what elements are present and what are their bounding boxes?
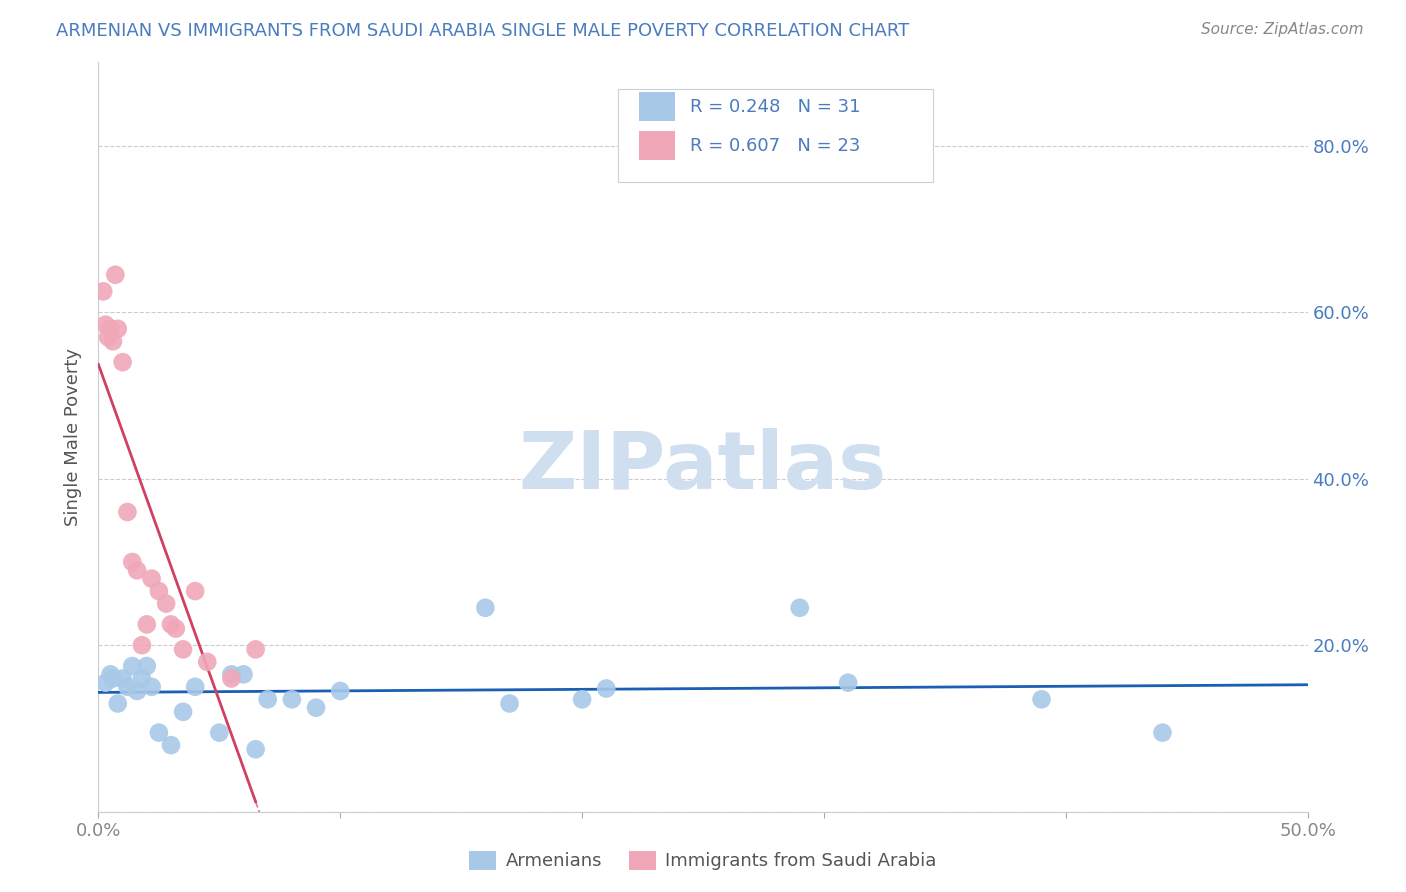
- Point: [172, 705, 194, 719]
- Point: [184, 584, 207, 599]
- Point: [221, 672, 243, 686]
- Point: [111, 355, 134, 369]
- Point: [117, 505, 139, 519]
- Point: [97, 330, 120, 344]
- Bar: [638, 131, 675, 160]
- Point: [94, 675, 117, 690]
- Point: [474, 600, 496, 615]
- Point: [101, 672, 124, 686]
- Point: [94, 318, 117, 332]
- Point: [127, 684, 149, 698]
- Point: [571, 692, 593, 706]
- Point: [245, 642, 267, 657]
- Point: [121, 659, 143, 673]
- Point: [498, 697, 520, 711]
- Point: [127, 563, 149, 577]
- Point: [329, 684, 352, 698]
- Point: [91, 285, 114, 299]
- Point: [232, 667, 254, 681]
- Point: [165, 622, 187, 636]
- Point: [221, 667, 243, 681]
- Point: [1152, 725, 1174, 739]
- Bar: [638, 93, 675, 121]
- Text: ZIPatlas: ZIPatlas: [519, 428, 887, 506]
- Point: [104, 268, 127, 282]
- Point: [837, 675, 859, 690]
- Point: [789, 600, 811, 615]
- Point: [281, 692, 304, 706]
- Point: [172, 642, 194, 657]
- Point: [121, 555, 143, 569]
- Point: [1031, 692, 1053, 706]
- Point: [141, 680, 163, 694]
- Legend: Armenians, Immigrants from Saudi Arabia: Armenians, Immigrants from Saudi Arabia: [463, 844, 943, 878]
- Point: [595, 681, 617, 696]
- Text: R = 0.248   N = 31: R = 0.248 N = 31: [690, 97, 860, 116]
- Text: R = 0.607   N = 23: R = 0.607 N = 23: [690, 136, 860, 154]
- Point: [100, 667, 122, 681]
- Y-axis label: Single Male Poverty: Single Male Poverty: [65, 348, 83, 526]
- Point: [195, 655, 218, 669]
- Point: [107, 322, 129, 336]
- Point: [148, 725, 170, 739]
- Point: [117, 680, 139, 694]
- Point: [245, 742, 267, 756]
- Point: [160, 617, 183, 632]
- FancyBboxPatch shape: [619, 88, 932, 182]
- Point: [155, 597, 177, 611]
- Point: [111, 672, 134, 686]
- Point: [135, 617, 157, 632]
- Point: [148, 584, 170, 599]
- Point: [131, 672, 153, 686]
- Point: [305, 700, 328, 714]
- Point: [208, 725, 231, 739]
- Point: [135, 659, 157, 673]
- Point: [160, 738, 183, 752]
- Point: [101, 334, 124, 349]
- Point: [100, 322, 122, 336]
- Text: ARMENIAN VS IMMIGRANTS FROM SAUDI ARABIA SINGLE MALE POVERTY CORRELATION CHART: ARMENIAN VS IMMIGRANTS FROM SAUDI ARABIA…: [56, 22, 910, 40]
- Point: [141, 572, 163, 586]
- Point: [131, 638, 153, 652]
- Point: [107, 697, 129, 711]
- Text: Source: ZipAtlas.com: Source: ZipAtlas.com: [1201, 22, 1364, 37]
- Point: [256, 692, 278, 706]
- Point: [184, 680, 207, 694]
